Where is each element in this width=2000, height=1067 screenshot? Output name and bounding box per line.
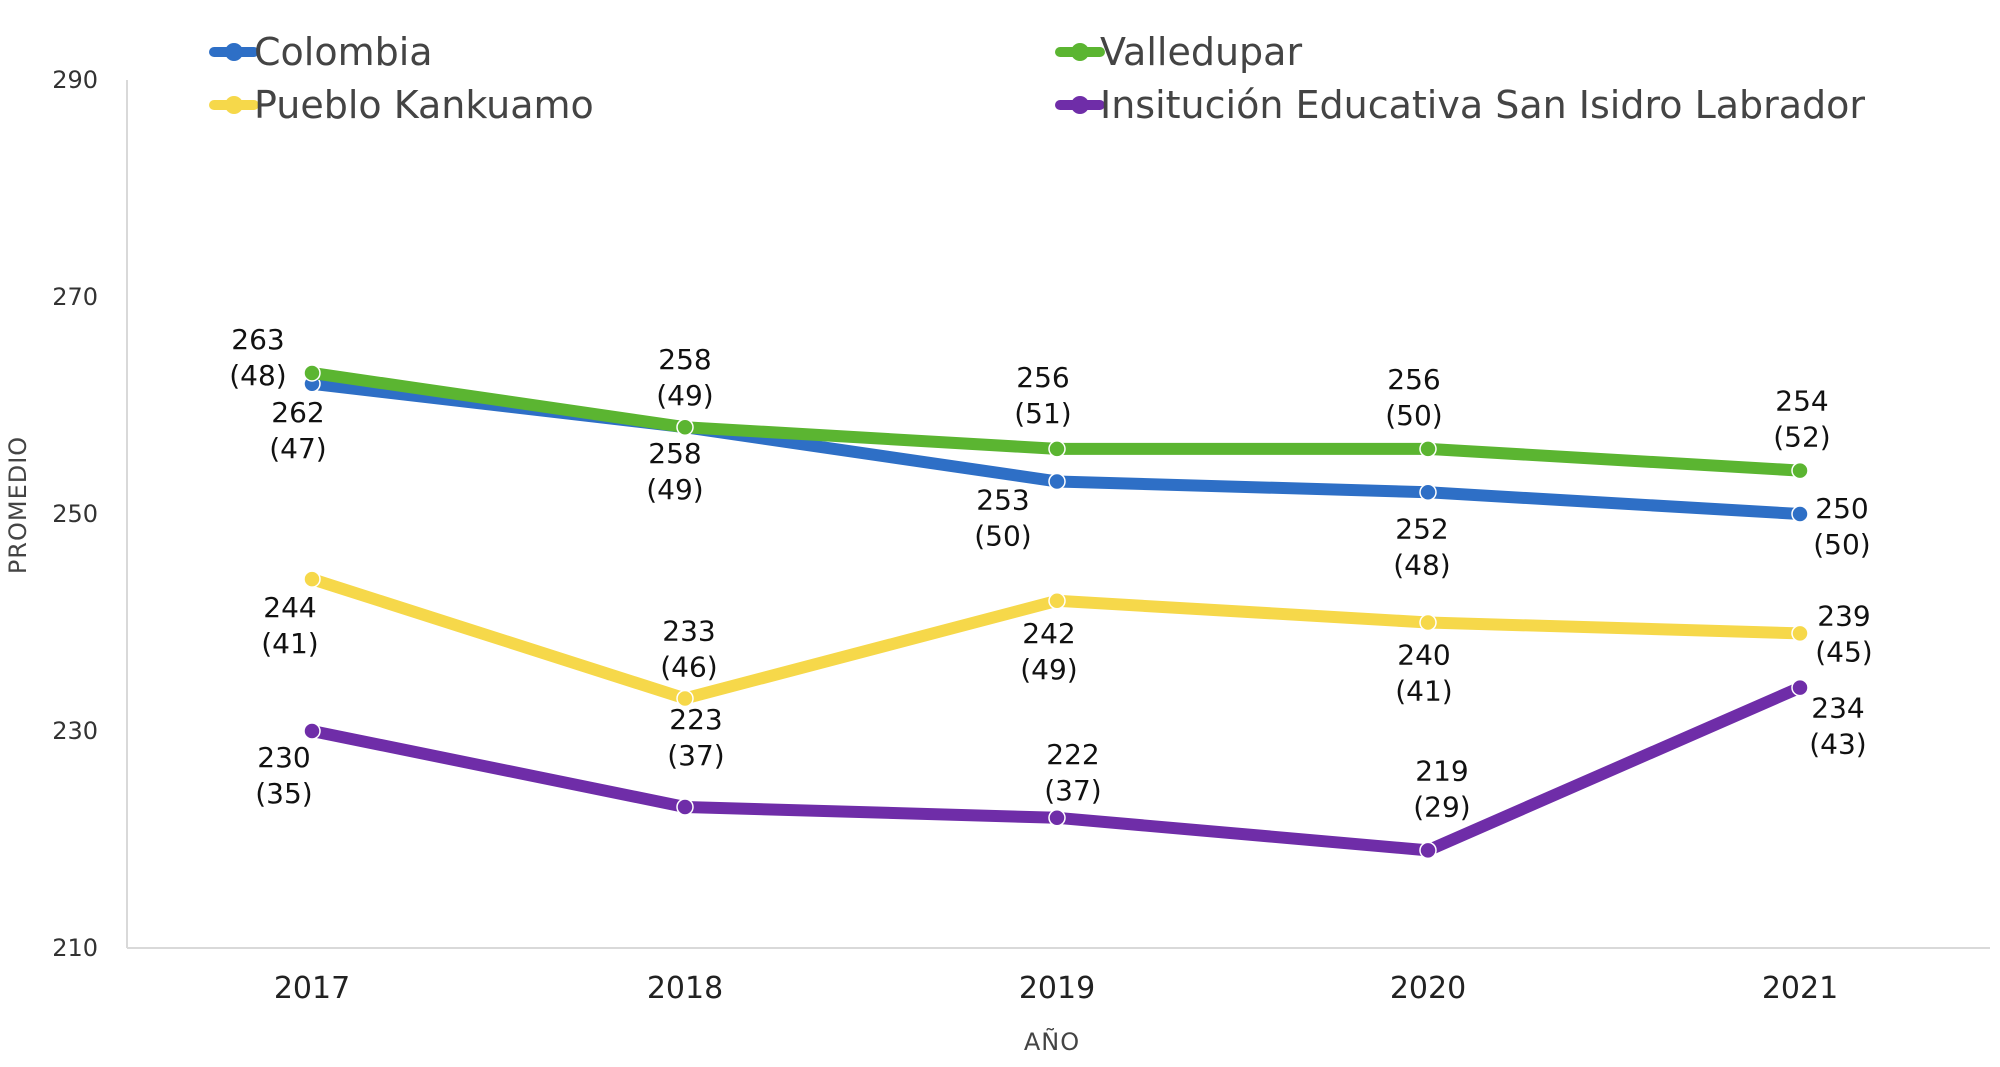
y-tick-label: 250 (52, 500, 98, 528)
legend-marker (225, 43, 243, 61)
y-tick-label: 230 (52, 717, 98, 745)
data-point (1048, 592, 1066, 610)
data-point (1791, 624, 1809, 643)
data-label: 244 (41) (261, 591, 318, 660)
legend-item: Pueblo Kankuamo (209, 83, 594, 127)
data-point (1048, 440, 1066, 458)
x-tick-label: 2020 (1390, 971, 1466, 1006)
data-point (1048, 472, 1066, 491)
x-tick-label: 2019 (1019, 971, 1095, 1006)
data-label: 230 (35) (255, 741, 312, 810)
legend-item: Insitución Educativa San Isidro Labrador (1055, 83, 1865, 127)
legend-marker (1071, 43, 1089, 61)
data-label: 258 (49) (656, 343, 713, 412)
data-label: 256 (50) (1385, 363, 1442, 432)
data-point (303, 722, 321, 740)
series-layer (303, 364, 1809, 860)
y-axis-title: PROMEDIO (4, 436, 32, 574)
x-tick-label: 2017 (274, 971, 350, 1006)
legend-item: Valledupar (1055, 30, 1302, 74)
data-point (1791, 505, 1809, 523)
data-point (1791, 461, 1809, 480)
x-tick-label: 2021 (1762, 971, 1838, 1006)
data-label: 250 (50) (1813, 492, 1870, 561)
data-label: 233 (46) (660, 614, 717, 683)
data-point (1791, 678, 1809, 697)
y-tick-label: 210 (52, 934, 98, 962)
data-label: 258 (49) (646, 437, 703, 506)
y-tick-labels: 210 230 250 270 290 (52, 66, 98, 962)
data-point (1419, 440, 1437, 458)
series-3 (303, 570, 1809, 708)
data-labels: 262 (47) 258 (49) 253 (50) 252 (48) 250 (50) 263 (4… (229, 323, 1872, 823)
data-point (676, 798, 694, 816)
legend: Colombia Valledupar Pueblo Kankuamo Insituc… (209, 30, 1865, 127)
data-point (1048, 809, 1066, 827)
x-axis-title: AÑO (1024, 1026, 1080, 1056)
y-tick-label: 290 (52, 66, 98, 94)
legend-marker (1071, 96, 1089, 114)
legend-item: Colombia (209, 30, 433, 74)
data-point (676, 418, 694, 436)
series-4 (303, 678, 1809, 860)
data-point (1419, 613, 1437, 632)
legend-label: Insitución Educativa San Isidro Labrador (1100, 83, 1865, 127)
data-point (303, 570, 321, 588)
data-label: 234 (43) (1809, 692, 1866, 761)
data-label: 263 (48) (229, 323, 286, 392)
data-label: 256 (51) (1014, 361, 1071, 430)
data-label: 254 (52) (1773, 385, 1830, 454)
legend-label: Colombia (254, 30, 433, 74)
data-label: 242 (49) (1020, 617, 1077, 686)
x-tick-label: 2018 (647, 971, 723, 1006)
legend-marker (225, 96, 243, 114)
data-label: 240 (41) (1395, 639, 1452, 708)
data-point (1419, 483, 1437, 502)
data-label: 219 (29) (1413, 754, 1470, 823)
data-label: 223 (37) (667, 703, 724, 772)
x-tick-labels: 2017 2018 2019 2020 2021 (274, 971, 1838, 1006)
data-label: 252 (48) (1393, 512, 1450, 581)
axes (126, 80, 1990, 949)
data-label: 253 (50) (974, 483, 1031, 552)
series-2 (303, 364, 1809, 480)
data-point (1419, 841, 1437, 860)
data-point (676, 689, 694, 708)
legend-label: Pueblo Kankuamo (254, 83, 594, 127)
legend-label: Valledupar (1100, 30, 1302, 74)
data-label: 222 (37) (1044, 738, 1101, 807)
data-label: 239 (45) (1815, 599, 1872, 668)
data-point (303, 364, 321, 382)
y-tick-label: 270 (52, 283, 98, 311)
data-label: 262 (47) (269, 396, 326, 465)
